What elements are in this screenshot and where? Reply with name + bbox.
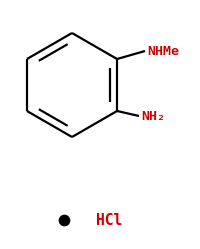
Text: NHMe: NHMe bbox=[146, 45, 178, 58]
Text: HCl: HCl bbox=[96, 213, 122, 228]
Text: NH₂: NH₂ bbox=[140, 110, 164, 123]
Point bbox=[62, 218, 66, 222]
